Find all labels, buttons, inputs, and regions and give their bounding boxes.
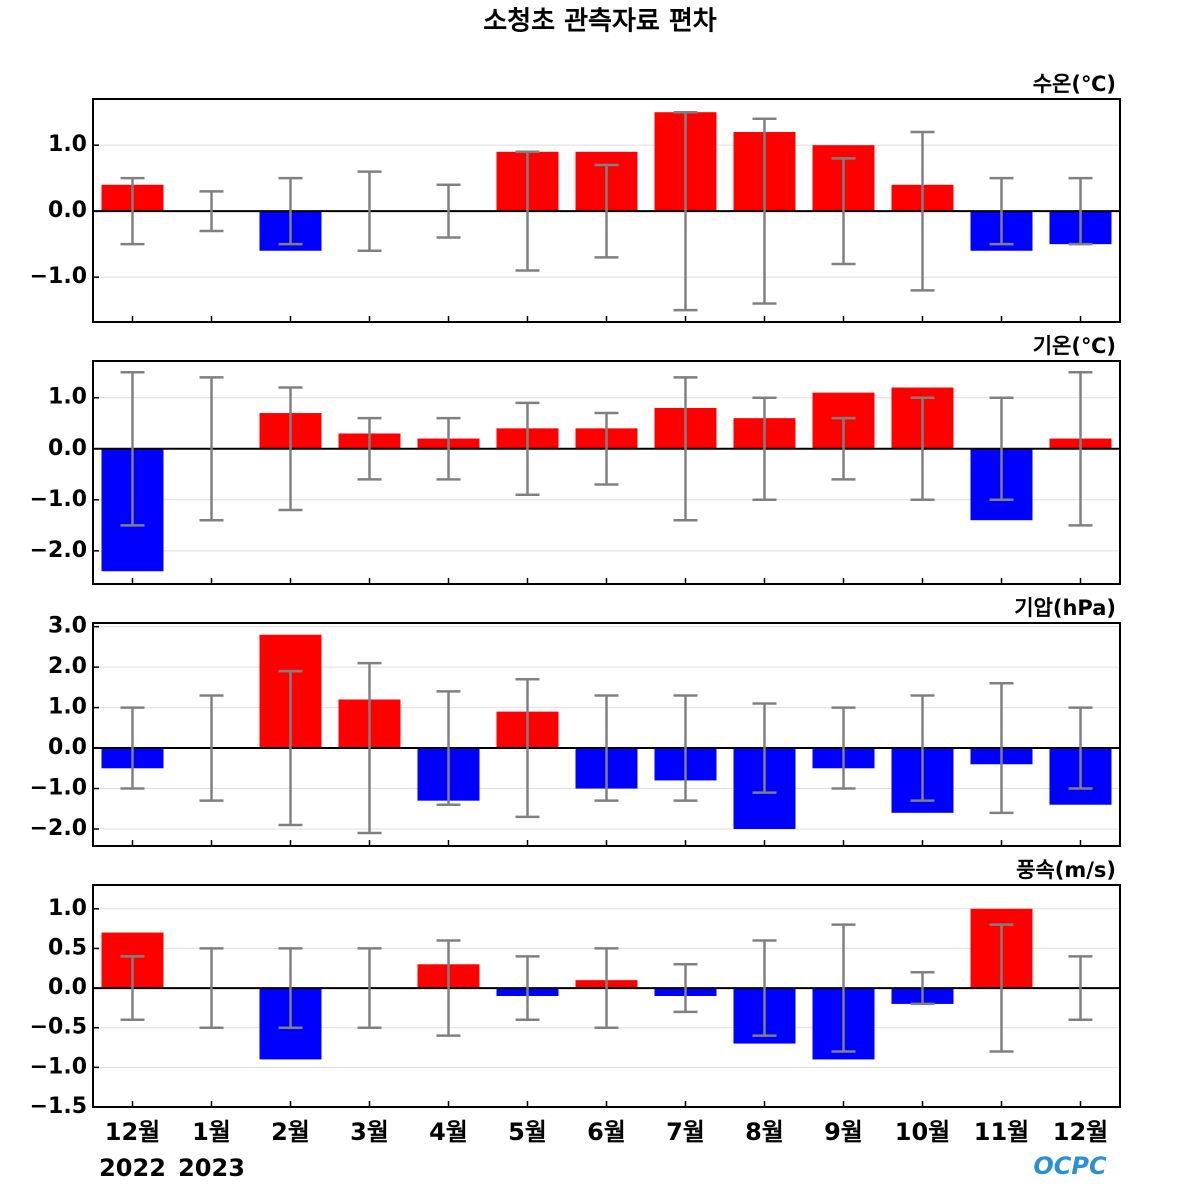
error-bar: [436, 183, 461, 239]
error-bar: [278, 176, 303, 246]
x-tick-label: 4월: [429, 1118, 468, 1146]
y-tick-label: −0.5: [30, 1015, 87, 1040]
x-tick-label: 6월: [587, 1118, 626, 1146]
error-bar: [752, 939, 777, 1037]
x-tick-label: 10월: [895, 1118, 950, 1146]
plot-frame: [92, 360, 1121, 585]
error-bar: [673, 963, 698, 1014]
x-year-label: 2022: [99, 1154, 166, 1182]
y-tick-label: −1.0: [30, 1054, 87, 1079]
error-bar: [989, 923, 1014, 1053]
y-tick-label: 0.0: [48, 198, 87, 223]
error-bar: [1068, 706, 1093, 790]
error-bar: [120, 706, 145, 790]
panel-title: 기압(hPa): [1014, 596, 1116, 620]
error-bar: [752, 396, 777, 502]
y-tick-label: 2.0: [48, 654, 87, 679]
x-tick-label: 12월: [105, 1118, 160, 1146]
x-year-label: 2023: [178, 1154, 245, 1182]
error-bar: [199, 190, 224, 233]
y-tick-label: 0.5: [48, 935, 87, 960]
error-bar: [831, 416, 856, 481]
error-bar: [120, 955, 145, 1022]
error-bar: [594, 694, 619, 802]
error-bar: [989, 176, 1014, 246]
y-tick-label: −1.0: [30, 776, 87, 801]
error-bar: [357, 170, 382, 252]
x-tick-label: 8월: [745, 1118, 784, 1146]
y-tick-label: −1.0: [30, 264, 87, 289]
error-bar: [120, 370, 145, 527]
error-bar: [515, 955, 540, 1022]
error-bar: [278, 947, 303, 1029]
error-bar: [1068, 176, 1093, 246]
plot-frame: [92, 98, 1121, 323]
error-bar: [199, 947, 224, 1029]
error-bar: [673, 376, 698, 522]
panel-title: 풍속(m/s): [1016, 858, 1116, 882]
error-bar: [910, 970, 935, 1006]
error-bar: [910, 130, 935, 292]
x-tick-label: 12월: [1053, 1118, 1108, 1146]
error-bar: [752, 702, 777, 794]
y-tick-label: 1.0: [48, 132, 87, 157]
error-bar: [357, 416, 382, 481]
y-tick-label: −2.0: [30, 816, 87, 841]
y-tick-label: 0.0: [48, 975, 87, 1000]
y-tick-label: −1.0: [30, 487, 87, 512]
error-bar: [1068, 955, 1093, 1022]
error-bar: [357, 947, 382, 1029]
y-tick-label: 1.0: [48, 896, 87, 921]
x-tick-label: 11월: [974, 1118, 1029, 1146]
error-bar: [357, 661, 382, 835]
y-tick-label: −2.0: [30, 538, 87, 563]
error-bar: [278, 669, 303, 827]
error-bar: [120, 176, 145, 246]
x-tick-label: 5월: [508, 1118, 547, 1146]
error-bar: [673, 694, 698, 802]
logo: OCPC: [1033, 1152, 1107, 1180]
error-bar: [594, 947, 619, 1029]
y-tick-label: 0.0: [48, 735, 87, 760]
error-bar: [831, 706, 856, 790]
error-bar: [436, 939, 461, 1037]
error-bar: [1068, 370, 1093, 527]
x-tick-label: 3월: [350, 1118, 389, 1146]
error-bar: [594, 411, 619, 486]
x-tick-label: 9월: [824, 1118, 863, 1146]
x-tick-label: 7월: [666, 1118, 705, 1146]
error-bar: [436, 690, 461, 806]
error-bar: [199, 376, 224, 522]
x-tick-label: 2월: [271, 1118, 310, 1146]
y-tick-label: −1.5: [30, 1094, 87, 1119]
error-bar: [515, 150, 540, 272]
x-tick-label: 1월: [192, 1118, 231, 1146]
error-bar: [989, 682, 1014, 815]
panel-title: 수온(℃): [1033, 72, 1116, 96]
error-bar: [199, 694, 224, 802]
error-bar: [910, 694, 935, 802]
y-tick-label: 1.0: [48, 695, 87, 720]
y-tick-label: 3.0: [48, 614, 87, 639]
error-bar: [989, 396, 1014, 502]
error-bar: [436, 416, 461, 481]
error-bar: [752, 117, 777, 305]
plot-frame: [92, 884, 1121, 1108]
panel-title: 기온(℃): [1033, 334, 1116, 358]
y-tick-label: 0.0: [48, 436, 87, 461]
error-bar: [673, 110, 698, 312]
error-bar: [910, 396, 935, 502]
y-tick-label: 1.0: [48, 385, 87, 410]
error-bar: [831, 157, 856, 266]
plot-frame: [92, 622, 1121, 847]
figure-title: 소청초 관측자료 편차: [483, 7, 716, 37]
error-bar: [515, 401, 540, 496]
error-bar: [594, 163, 619, 259]
error-bar: [831, 923, 856, 1053]
error-bar: [278, 386, 303, 512]
error-bar: [515, 678, 540, 819]
